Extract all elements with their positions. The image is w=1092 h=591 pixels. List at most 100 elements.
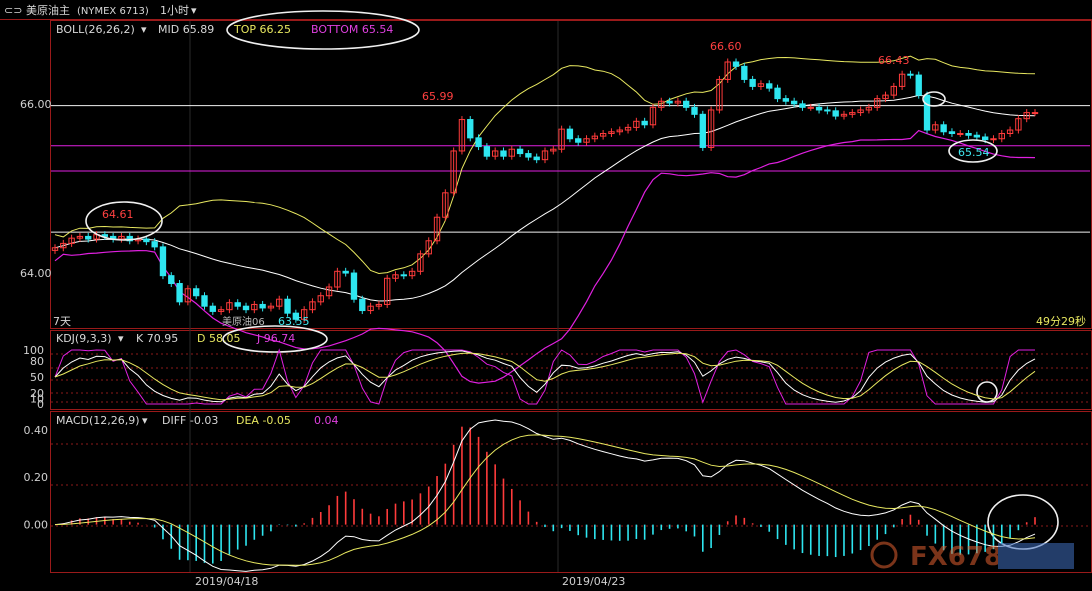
candle-body <box>251 303 258 311</box>
period-selector[interactable]: 1小时 <box>160 4 189 17</box>
back-forward-icon[interactable]: ⊂⊃ <box>4 4 22 17</box>
candle-body <box>757 83 765 87</box>
candle-body <box>716 78 723 111</box>
candle-body <box>417 253 424 272</box>
candle-body <box>998 133 1005 140</box>
candle-body <box>957 133 964 136</box>
reference-lines <box>51 105 1090 233</box>
high-label: 65.99 <box>422 90 454 103</box>
candle-body <box>525 153 532 158</box>
candle-body <box>616 129 623 133</box>
candle-body <box>226 302 233 311</box>
boll-label[interactable]: BOLL(26,26,2) <box>56 23 135 36</box>
candle-body <box>898 73 906 87</box>
kdj-k-line <box>54 350 1036 403</box>
candle-body <box>981 136 989 141</box>
chevron-down-icon[interactable]: ▾ <box>191 4 197 17</box>
macd-dea: DEA -0.05 <box>236 414 291 427</box>
candle-body <box>85 235 92 240</box>
kdj-j: J 96.74 <box>256 332 295 345</box>
candle-body <box>874 98 881 108</box>
candle-body <box>76 235 84 239</box>
candle-body <box>840 113 848 117</box>
macd-diff-line <box>54 419 1036 572</box>
candle-body <box>392 274 399 279</box>
candle-body <box>724 61 731 80</box>
kdj-tick-label: 10 <box>30 393 44 406</box>
candle-body <box>1031 112 1039 115</box>
candle-body <box>408 270 416 277</box>
candle-body <box>450 150 457 194</box>
candle-body <box>566 128 574 140</box>
candle-body <box>375 303 383 307</box>
candle-body <box>68 237 75 244</box>
high-label: 66.43 <box>878 54 910 67</box>
low-label: 65.54 <box>958 146 990 159</box>
boll-top: TOP 66.25 <box>233 23 291 36</box>
candle-body <box>184 288 192 303</box>
candle-body <box>425 240 432 255</box>
candle-body <box>608 131 615 135</box>
candle-body <box>948 131 956 135</box>
boll-lower-band <box>54 129 1036 384</box>
candle-body <box>1015 118 1022 131</box>
countdown-timer: 49分29秒 <box>1036 314 1086 328</box>
candle-body <box>491 150 499 157</box>
candle-body <box>51 247 59 251</box>
candle-body <box>143 238 150 243</box>
candle-body <box>458 119 466 152</box>
candle-body <box>217 309 225 312</box>
candle-body <box>60 242 67 249</box>
gridlines <box>51 21 1091 572</box>
candle-body <box>815 106 823 111</box>
candle-body <box>317 295 324 303</box>
macd-tick-label: 0.40 <box>24 424 49 437</box>
chevron-down-icon[interactable]: ▾ <box>118 332 124 345</box>
candle-body <box>259 303 266 309</box>
candle-body <box>633 120 640 128</box>
chevron-down-icon[interactable]: ▾ <box>141 23 147 36</box>
candle-body <box>367 305 374 312</box>
candle-body <box>865 106 873 111</box>
watermark-logo: FX678 <box>870 541 1074 572</box>
boll-bottom: BOTTOM 65.54 <box>311 23 393 36</box>
candle-body <box>267 305 275 309</box>
candle-body <box>583 138 590 143</box>
candle-body <box>168 275 175 285</box>
candle-body <box>151 241 158 248</box>
kdj-label[interactable]: KDJ(9,3,3) <box>56 332 112 345</box>
candle-body <box>940 124 947 133</box>
macd-label[interactable]: MACD(12,26,9) <box>56 414 140 427</box>
instrument-code: (NYMEX 6713) <box>77 6 149 17</box>
candle-body <box>965 133 972 136</box>
candle-body <box>741 65 748 80</box>
candle-body <box>550 148 557 152</box>
candle-body <box>790 100 798 105</box>
y-tick-label: 64.00 <box>20 267 52 280</box>
candle-body <box>159 246 167 277</box>
candle-body <box>807 106 814 109</box>
candle-body <box>516 148 524 155</box>
candle-body <box>990 138 997 141</box>
chevron-down-icon[interactable]: ▾ <box>142 414 148 427</box>
macd-tick-label: 0.20 <box>24 471 49 484</box>
candle-body <box>857 109 864 114</box>
candle-body <box>309 301 316 311</box>
candle-body <box>674 100 682 104</box>
candle-body <box>824 109 831 112</box>
kdj-d-line <box>54 352 1036 401</box>
candle-body <box>433 216 441 242</box>
candle-body <box>475 137 482 148</box>
instrument-title: 美原油主 <box>26 3 70 17</box>
y-tick-label: 66.00 <box>20 98 52 111</box>
candle-body <box>234 302 241 307</box>
macd-tick-label: 0.00 <box>24 519 49 532</box>
candle-body <box>350 272 358 300</box>
candle-body <box>649 106 657 126</box>
kdj-k: K 70.95 <box>136 332 178 345</box>
high-label: 64.61 <box>102 208 134 221</box>
candle-body <box>442 192 449 218</box>
candle-body <box>300 309 308 320</box>
candle-body <box>749 78 756 87</box>
